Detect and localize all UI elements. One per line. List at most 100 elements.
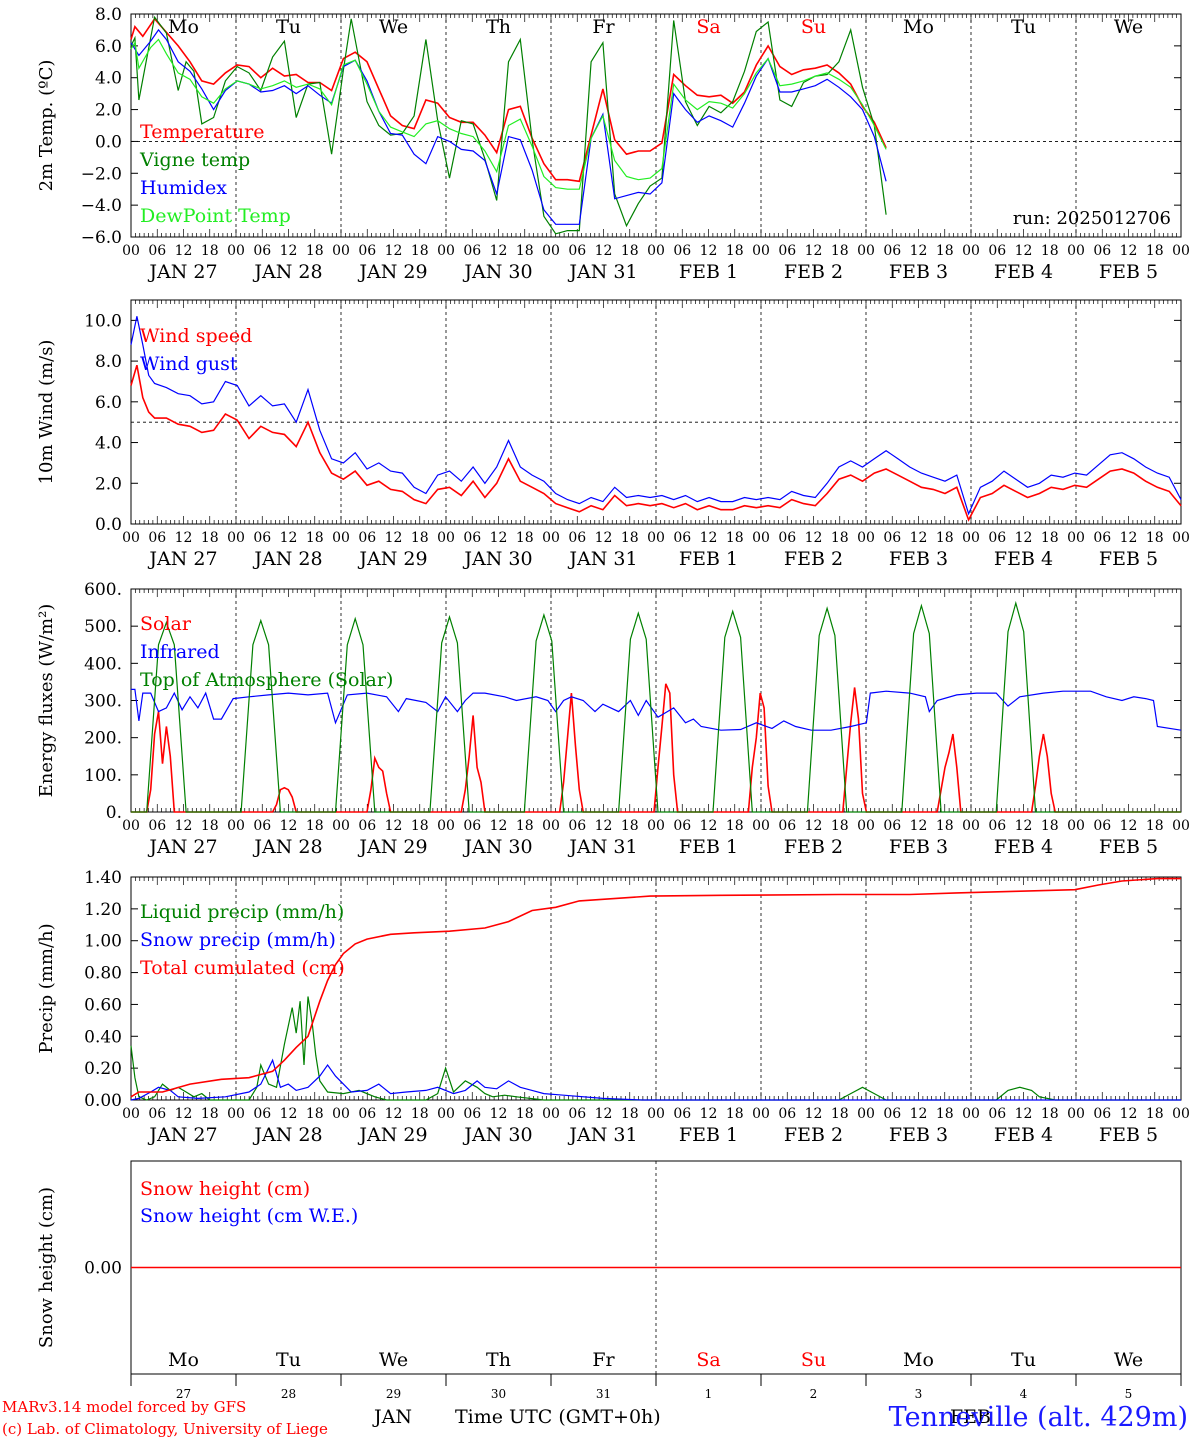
x-tick-label: 00 [857,1106,875,1122]
x-axis-title: Time UTC (GMT+0h) [455,1406,661,1428]
day-of-week-label: Th [486,16,511,38]
x-tick-label: 12 [490,243,508,259]
legend-entry: Top of Atmosphere (Solar) [140,669,393,691]
series-line [130,996,1181,1101]
x-tick-label: 12 [595,243,613,259]
x-tick-label: 12 [490,818,508,834]
x-tick-label: 18 [936,1106,954,1122]
x-tick-label: 12 [700,243,718,259]
y-tick-label: 8.0 [95,352,122,372]
y-tick-label: 500. [84,617,122,637]
date-label: JAN 28 [252,261,322,283]
x-tick-label: 18 [1146,530,1164,546]
x-tick-label: 06 [148,530,166,546]
x-tick-label: 06 [463,243,481,259]
x-tick-label: 00 [437,818,455,834]
legend-entry: Total cumulated (cm) [140,957,345,979]
panel-5 [130,1160,1182,1386]
x-tick-label: 12 [595,530,613,546]
x-tick-label: 12 [700,818,718,834]
x-tick-label: 00 [542,243,560,259]
x-tick-label: 00 [752,530,770,546]
legend-entry: Solar [140,613,192,635]
x-tick-label: 00 [122,1106,140,1122]
x-tick-label: 00 [962,243,980,259]
day-number-label: 27 [176,1387,191,1401]
x-tick-label: 00 [647,1106,665,1122]
series-line [130,15,887,235]
x-tick-label: 12 [700,1106,718,1122]
day-number-label: 5 [1125,1387,1133,1401]
x-tick-label: 12 [910,530,928,546]
date-label: JAN 28 [252,548,322,570]
x-tick-label: 12 [280,818,298,834]
date-label: FEB 3 [889,1124,948,1146]
date-label: JAN 30 [462,1124,532,1146]
x-tick-label: 12 [1120,530,1138,546]
date-label: FEB 4 [994,548,1053,570]
y-tick-label: 400. [84,654,122,674]
x-tick-label: 12 [490,1106,508,1122]
x-tick-label: 12 [280,1106,298,1122]
legend-entry: Temperature [140,121,264,143]
y-tick-label: −6.0 [81,228,122,248]
x-tick-label: 06 [148,818,166,834]
x-tick-label: 12 [175,1106,193,1122]
x-tick-label: 12 [175,530,193,546]
x-tick-label: 06 [568,818,586,834]
x-tick-label: 00 [542,530,560,546]
date-label: JAN 29 [357,548,427,570]
legend-entry: Wind gust [140,353,238,375]
series-line [130,38,887,190]
x-tick-label: 18 [1146,243,1164,259]
x-tick-label: 06 [883,1106,901,1122]
date-label: FEB 2 [784,261,843,283]
legend-entry: Snow precip (mm/h) [140,929,336,951]
day-of-week-label: Mo [168,1349,199,1371]
x-tick-label: 00 [962,1106,980,1122]
x-tick-label: 06 [148,243,166,259]
x-tick-label: 06 [778,1106,796,1122]
x-tick-label: 18 [831,818,849,834]
x-tick-label: 06 [358,243,376,259]
x-tick-label: 06 [148,1106,166,1122]
y-tick-label: 2.0 [95,474,122,494]
x-tick-label: 12 [1120,243,1138,259]
copyright-credit: (c) Lab. of Climatology, University of L… [2,1420,328,1438]
y-tick-label: 0. [106,803,122,823]
x-tick-label: 00 [437,1106,455,1122]
x-tick-label: 18 [411,818,429,834]
x-tick-label: 18 [306,530,324,546]
x-tick-label: 00 [752,818,770,834]
x-tick-label: 00 [332,1106,350,1122]
day-of-week-label: Su [801,1349,826,1371]
x-tick-label: 00 [1172,818,1190,834]
x-tick-label: 12 [280,243,298,259]
x-tick-label: 18 [726,818,744,834]
x-tick-label: 06 [463,530,481,546]
panel-1 [130,13,1182,238]
day-of-week-label: Tu [1011,16,1036,38]
y-tick-label: 6.0 [95,393,122,413]
x-tick-label: 00 [752,1106,770,1122]
x-tick-label: 06 [883,243,901,259]
date-label: JAN 29 [357,836,427,858]
day-number-label: 28 [281,1387,296,1401]
x-tick-label: 12 [910,818,928,834]
x-tick-label: 06 [358,530,376,546]
legend-entry: Snow height (cm) [140,1178,310,1200]
x-tick-label: 18 [516,530,534,546]
day-of-week-label: Tu [1011,1349,1036,1371]
y-tick-label: −4.0 [81,196,122,216]
x-tick-label: 06 [778,818,796,834]
x-tick-label: 06 [463,818,481,834]
y-tick-label: 4.0 [95,69,122,89]
y-tick-label: 10.0 [84,311,122,331]
date-label: FEB 2 [784,836,843,858]
date-label: JAN 31 [567,548,637,570]
x-tick-label: 12 [700,530,718,546]
x-tick-label: 18 [831,243,849,259]
x-tick-label: 00 [857,818,875,834]
x-tick-label: 00 [122,530,140,546]
